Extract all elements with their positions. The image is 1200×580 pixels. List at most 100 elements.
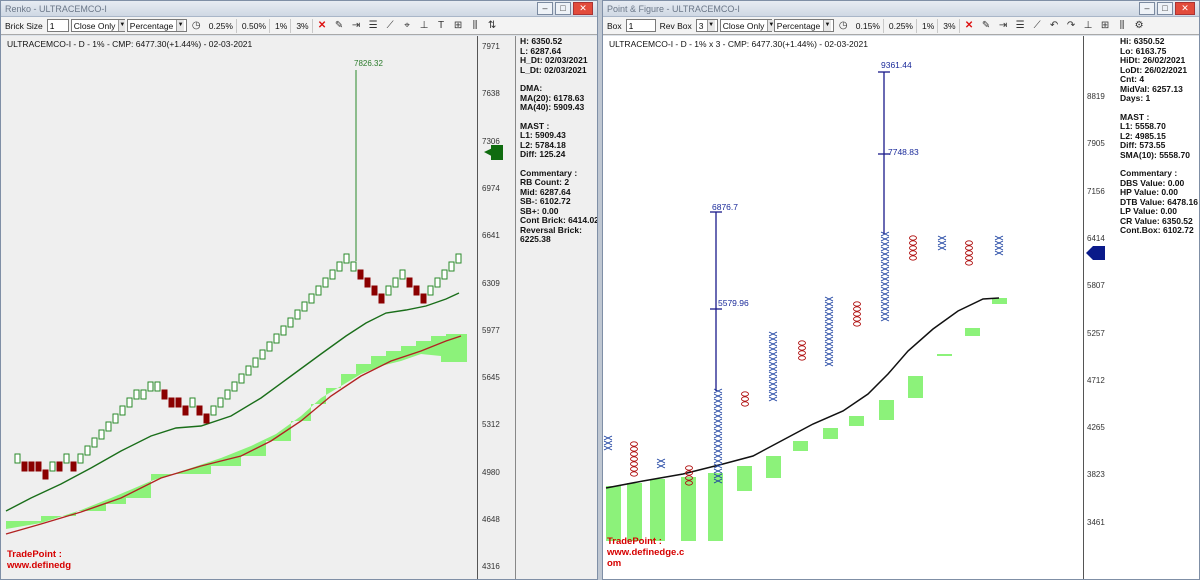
brick-size-input[interactable] [46,19,69,32]
info-commentary-line: DTB Value: 6478.16 [1120,196,1198,207]
x-mark [880,271,890,277]
x-mark [880,231,890,237]
up-brick [77,453,84,464]
pin-icon[interactable]: ⊥ [419,19,429,31]
y-tick-label: 5977 [482,325,500,335]
up-brick [441,269,448,280]
x-mark [937,245,947,251]
crosshair-icon[interactable]: ⌖ [404,19,410,31]
mast-column [737,466,752,491]
up-brick [266,341,273,352]
close-only-select[interactable]: Close Only ▼ [70,19,126,32]
minimize-button[interactable]: – [1139,2,1155,15]
lines-icon[interactable]: ☰ [368,19,378,31]
o-mark [909,245,917,251]
up-brick [287,317,294,328]
pct-050-button[interactable]: 0.50% [239,18,271,33]
cmp-marker [1086,246,1105,260]
minimize-button[interactable]: – [537,2,553,15]
percentage-select[interactable]: Percentage ▼ [126,19,187,32]
o-mark [798,355,806,361]
x-mark [768,391,778,397]
up-brick [280,325,287,336]
percentage-select[interactable]: Percentage ▼ [773,19,834,32]
y-tick-label: 4265 [1087,423,1105,433]
delete-icon[interactable]: ✕ [317,19,327,31]
rev-box-select[interactable]: 3 ▼ [695,19,718,32]
close-only-select[interactable]: Close Only ▼ [719,19,775,32]
bars-icon[interactable]: ⫼ [472,19,478,31]
rotate-left-icon[interactable]: ↶ [1049,19,1059,31]
pct-015-button[interactable]: 0.15% [853,18,884,33]
pnf-chart-area[interactable]: ULTRACEMCO-I - D - 1% x 3 - CMP: 6477.30… [603,36,1199,579]
y-tick-label: 5312 [482,420,500,430]
up-brick [189,397,196,408]
y-tick-label: 4648 [482,515,500,524]
x-mark [713,408,723,414]
info-commentary-line: SB-: 6102.72 [520,196,571,206]
o-mark [965,260,973,266]
x-mark [768,396,778,402]
close-button[interactable]: ✕ [573,2,593,15]
edit-icon[interactable]: ✎ [981,19,991,31]
x-mark [824,321,834,327]
close-button[interactable]: ✕ [1175,2,1195,15]
renko-chart: 7826.32 [5,59,503,535]
x-mark [768,371,778,377]
rotate-right-icon[interactable]: ↷ [1066,19,1076,31]
trendline-icon[interactable]: ⟋ [1033,19,1041,31]
pin-icon[interactable]: ⊥ [1083,19,1093,31]
up-brick [392,277,399,288]
pct-3-button[interactable]: 3% [940,18,960,33]
info-commentary-line: Cont Brick: 6414.02 [520,215,598,225]
up-brick [252,357,259,368]
o-mark [685,465,693,471]
grid-icon[interactable]: ⊞ [453,19,463,31]
down-brick [378,293,385,304]
horizontal-line-icon[interactable]: ⇥ [351,19,361,31]
clock-icon[interactable]: ◷ [838,19,848,31]
x-mark [768,376,778,382]
lines-icon[interactable]: ☰ [1015,19,1025,31]
o-mark [965,250,973,256]
maximize-button[interactable]: □ [555,2,571,15]
x-mark [937,240,947,246]
mast-column [708,473,723,541]
brand-text: TradePoint : www.definedge.c om [607,536,685,569]
sort-icon[interactable]: ⇅ [487,19,497,31]
up-brick [301,301,308,312]
edit-icon[interactable]: ✎ [334,19,344,31]
grid-icon[interactable]: ⊞ [1100,19,1110,31]
settings-icon[interactable]: ⚙ [1134,19,1144,31]
x-mark [713,478,723,484]
x-mark [603,435,613,441]
x-mark [656,458,666,464]
chevron-down-icon: ▼ [706,20,715,31]
x-mark [880,296,890,302]
x-mark [768,331,778,337]
mast-column [766,456,781,478]
renko-chart-area[interactable]: ULTRACEMCO-I - D - 1% - CMP: 6477.30(+1.… [1,36,597,579]
info-mast-line: L1: 5909.43 [520,130,566,140]
pct-025-button[interactable]: 0.25% [886,18,917,33]
mast-column [793,441,808,451]
down-brick [420,293,427,304]
info-ohlc-line: Cnt: 4 [1120,74,1145,84]
text-icon[interactable]: T [438,19,445,31]
info-commentary-line: Commentary : [520,167,578,178]
info-mast-line: MAST : [520,120,550,131]
box-input[interactable] [625,19,656,32]
pct-1-button[interactable]: 1% [919,18,939,33]
bars-icon[interactable]: ⫼ [1119,19,1125,31]
maximize-button[interactable]: □ [1157,2,1173,15]
pct-3-button[interactable]: 3% [293,18,313,33]
o-mark [630,461,638,467]
pct-1-button[interactable]: 1% [272,18,292,33]
trendline-icon[interactable]: ⟋ [386,19,394,31]
horizontal-line-icon[interactable]: ⇥ [998,19,1008,31]
info-commentary-line: 6225.38 [520,234,551,244]
price-label: 7748.83 [888,147,919,157]
clock-icon[interactable]: ◷ [191,19,201,31]
pct-025-button[interactable]: 0.25% [206,18,237,33]
delete-icon[interactable]: ✕ [964,19,974,31]
